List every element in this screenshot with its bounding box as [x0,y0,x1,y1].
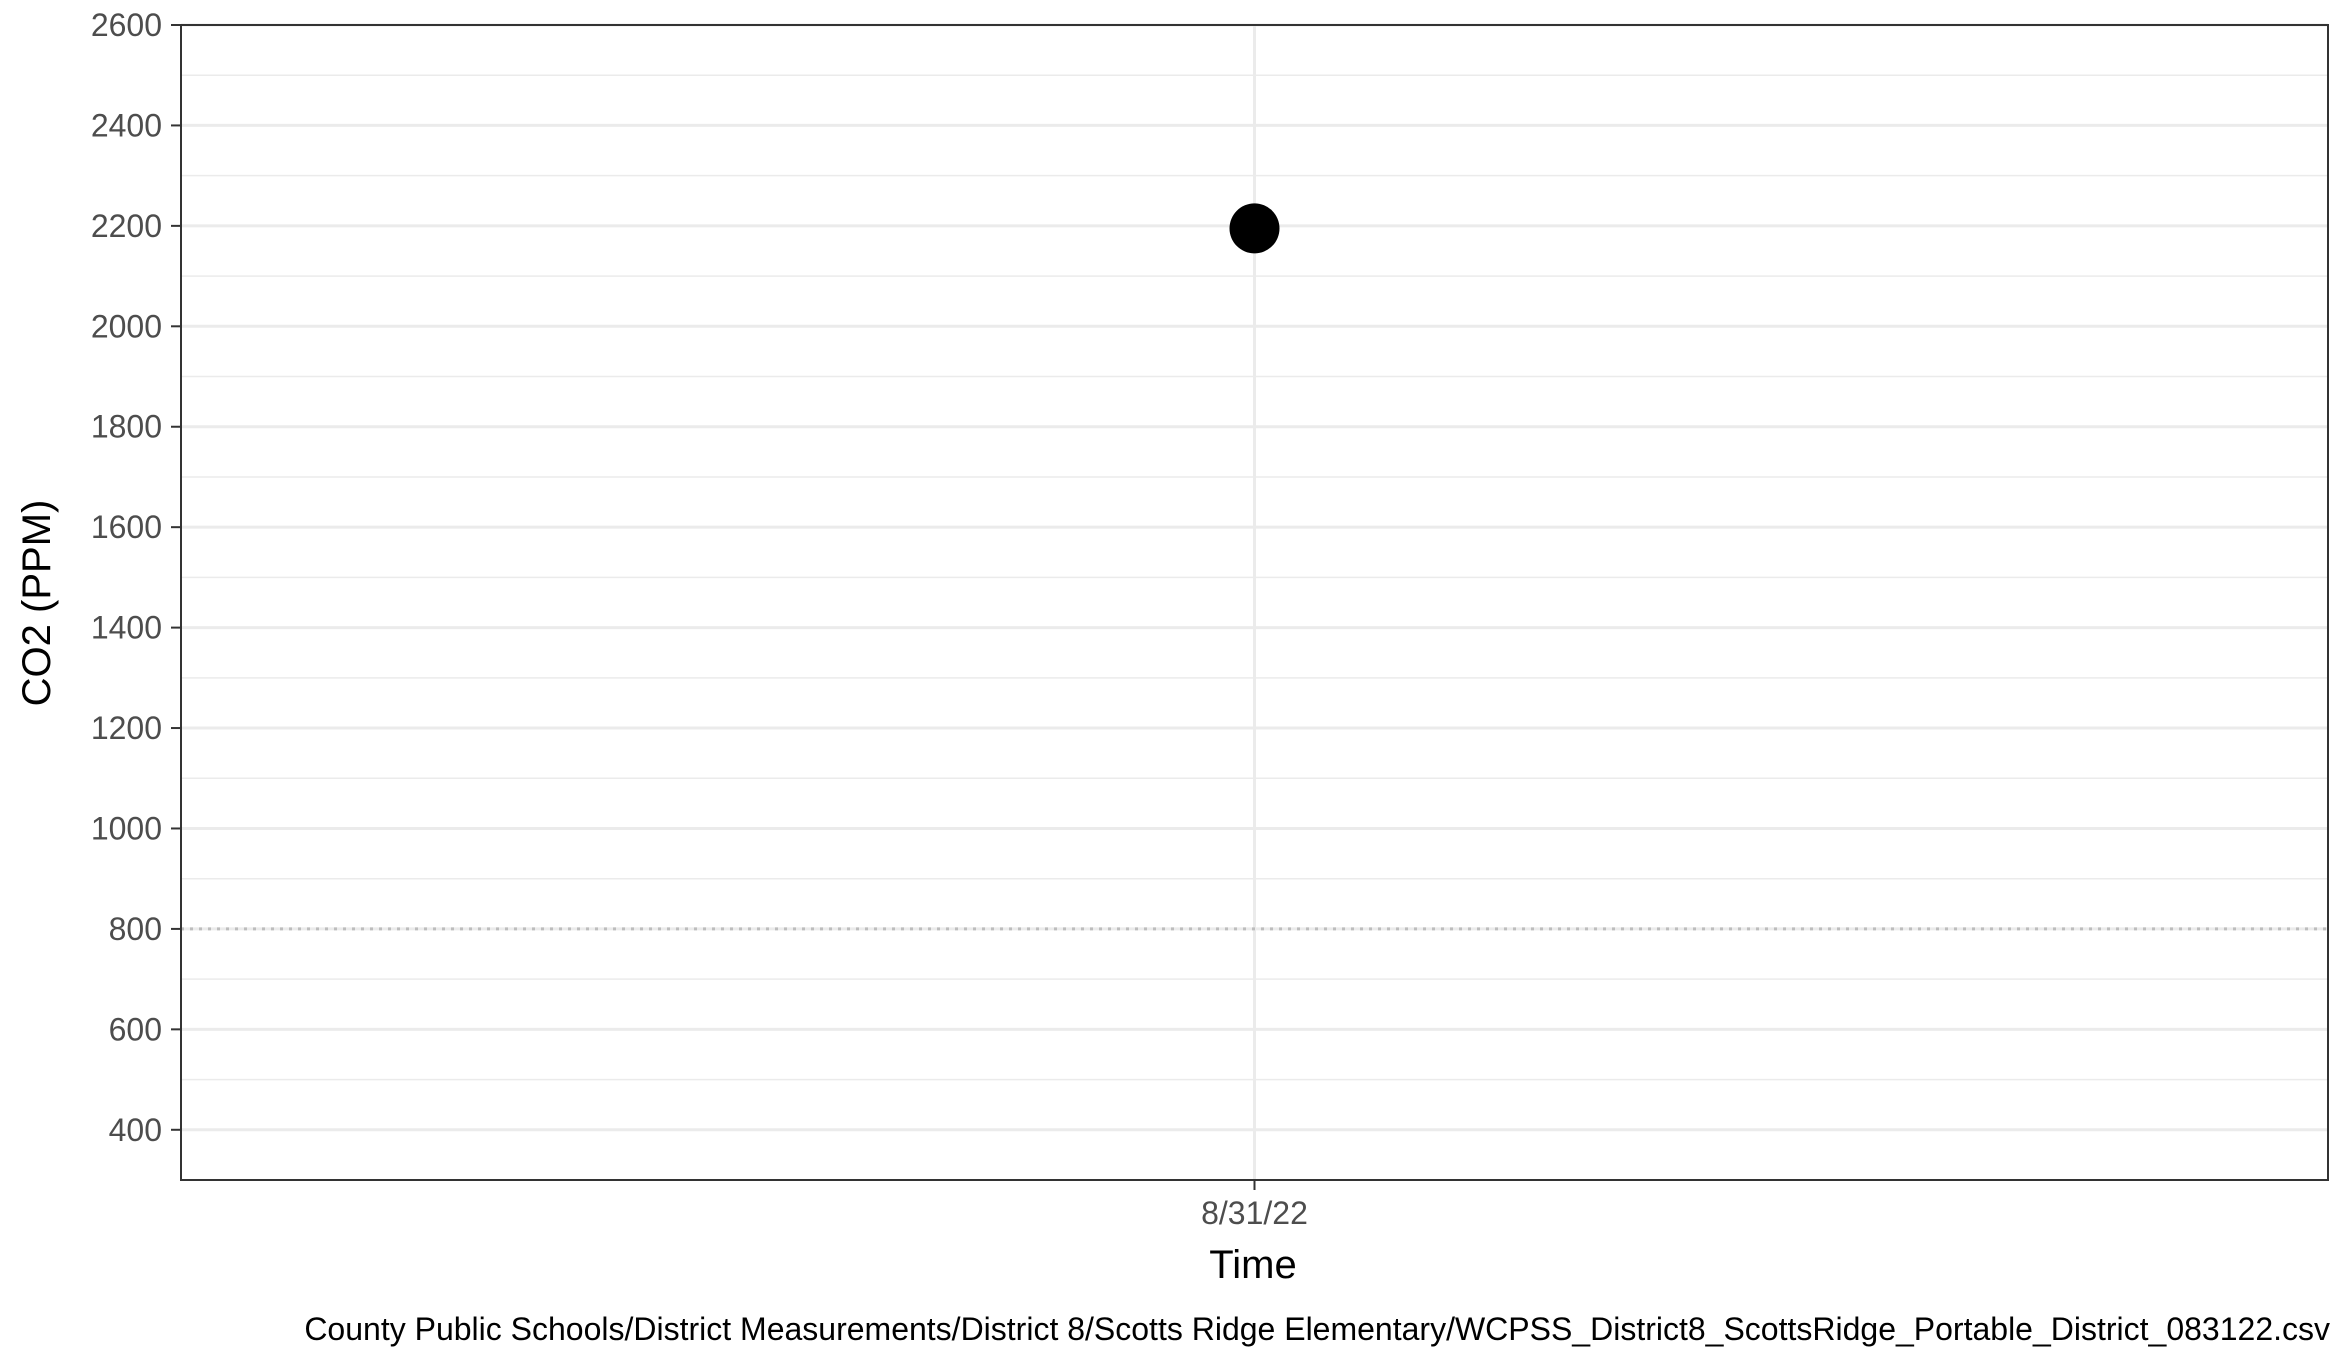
x-tick-label: 8/31/22 [1201,1195,1308,1231]
x-axis-title: Time [1209,1243,1296,1287]
y-tick-label: 1000 [91,810,162,846]
y-tick-label: 2200 [91,208,162,244]
y-tick-label: 600 [109,1011,162,1047]
y-tick-label: 2600 [91,7,162,43]
y-tick-label: 1600 [91,509,162,545]
x-axis: 8/31/22 [1201,1180,1308,1231]
data-points [1229,203,1280,254]
y-tick-label: 2000 [91,308,162,344]
file-path-caption: County Public Schools/District Measureme… [304,1311,2330,1347]
data-point [1229,203,1280,254]
y-tick-label: 1400 [91,610,162,646]
y-tick-label: 2400 [91,107,162,143]
y-axis-title: CO2 (PPM) [15,500,59,707]
y-tick-label: 800 [109,911,162,947]
major-grid [181,23,2328,1180]
y-axis: 400 600 800 1000 1200 1400 1600 1800 2000 2200 240… [91,7,181,1148]
y-tick-label: 1800 [91,409,162,445]
y-tick-label: 400 [109,1112,162,1148]
y-tick-label: 1200 [91,710,162,746]
